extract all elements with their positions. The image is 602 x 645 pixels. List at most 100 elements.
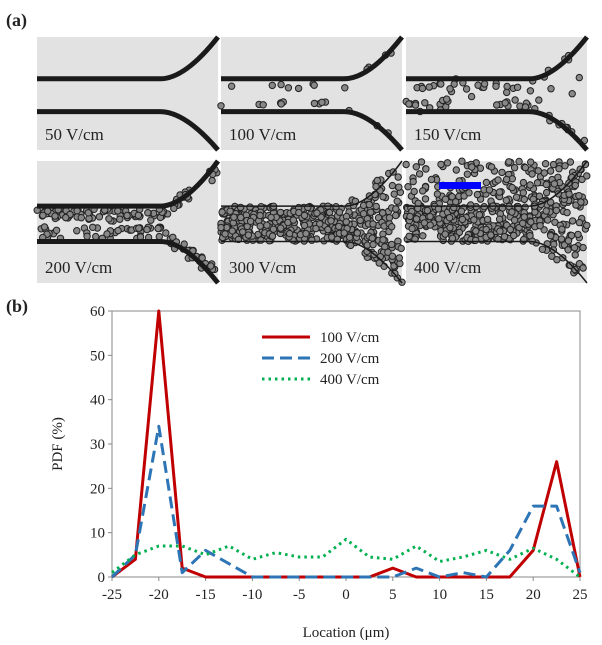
particle — [217, 223, 225, 232]
particle — [116, 215, 124, 223]
channel-wall — [37, 35, 220, 82]
particle — [564, 237, 573, 245]
particle — [375, 259, 383, 267]
particle — [277, 224, 285, 232]
particle — [412, 215, 421, 223]
channel-wall — [406, 160, 588, 207]
particle — [227, 82, 236, 90]
particle — [515, 157, 523, 166]
particle — [340, 229, 348, 237]
particle — [95, 213, 104, 221]
particle — [392, 211, 400, 220]
channel-wall — [406, 240, 588, 284]
particle — [502, 196, 511, 204]
particle — [512, 193, 521, 201]
particle — [561, 162, 569, 170]
particle — [409, 177, 417, 186]
particle — [441, 230, 449, 238]
image-caption: 50 V/cm — [45, 125, 104, 144]
particle — [483, 215, 492, 224]
particle — [390, 190, 398, 198]
particle — [277, 80, 285, 89]
particle — [542, 180, 551, 189]
particle — [295, 208, 303, 217]
particle — [208, 176, 216, 185]
micrograph: 400 V/cm — [402, 157, 591, 284]
particle — [568, 90, 576, 98]
particle — [310, 99, 319, 108]
particle — [441, 195, 450, 203]
particle — [485, 186, 494, 194]
image-background — [221, 37, 402, 150]
particle — [445, 214, 454, 222]
particle — [458, 157, 466, 165]
particle — [463, 170, 472, 178]
particle — [557, 235, 566, 243]
x-tick-label: 20 — [526, 587, 541, 603]
particle — [452, 166, 460, 174]
x-tick-label: -10 — [242, 587, 262, 603]
particle — [443, 159, 452, 167]
particle — [341, 84, 349, 92]
particle — [304, 203, 312, 212]
particle — [501, 99, 509, 107]
particle — [437, 160, 445, 169]
particle — [448, 193, 456, 201]
particle — [508, 208, 516, 216]
particle — [300, 211, 309, 220]
particle — [417, 158, 426, 166]
particle — [135, 224, 143, 232]
particle — [571, 181, 580, 190]
particle — [583, 221, 591, 230]
particle — [154, 224, 162, 233]
particle — [367, 208, 375, 216]
particle — [114, 207, 122, 215]
particle — [143, 225, 151, 234]
particle — [466, 201, 475, 209]
particle — [267, 213, 275, 222]
particle — [508, 183, 516, 192]
particle — [513, 83, 522, 91]
particle — [84, 209, 92, 217]
particle — [412, 163, 421, 171]
particle — [437, 80, 445, 88]
particle — [566, 261, 574, 269]
particle — [446, 85, 454, 93]
particle — [103, 230, 111, 238]
particle — [40, 223, 49, 231]
particle — [550, 180, 559, 188]
particle — [359, 210, 368, 218]
image-caption: 200 V/cm — [45, 258, 112, 277]
particle — [555, 165, 563, 173]
y-tick-label: 30 — [90, 437, 105, 453]
particle — [498, 168, 506, 177]
particle — [342, 218, 351, 226]
particle — [312, 224, 320, 233]
particle — [533, 179, 542, 187]
particle — [520, 213, 529, 221]
particle — [496, 227, 504, 235]
particle — [308, 236, 316, 244]
particle — [419, 187, 427, 195]
particle — [228, 227, 237, 235]
particle — [388, 222, 396, 231]
particle — [565, 190, 573, 198]
channel-wall — [221, 240, 403, 284]
x-tick-label: 5 — [389, 587, 397, 603]
particle — [575, 218, 584, 227]
particle — [217, 102, 225, 110]
y-tick-label: 10 — [90, 526, 105, 542]
particle — [276, 208, 285, 217]
y-tick-label: 20 — [90, 481, 105, 497]
particle — [568, 217, 577, 225]
particle — [527, 218, 535, 226]
particle — [503, 88, 511, 97]
particle — [385, 214, 394, 222]
micrograph: 200 V/cm — [33, 159, 221, 285]
particle — [335, 222, 343, 231]
particle — [535, 192, 544, 200]
particle — [511, 96, 519, 104]
particle — [388, 240, 396, 249]
